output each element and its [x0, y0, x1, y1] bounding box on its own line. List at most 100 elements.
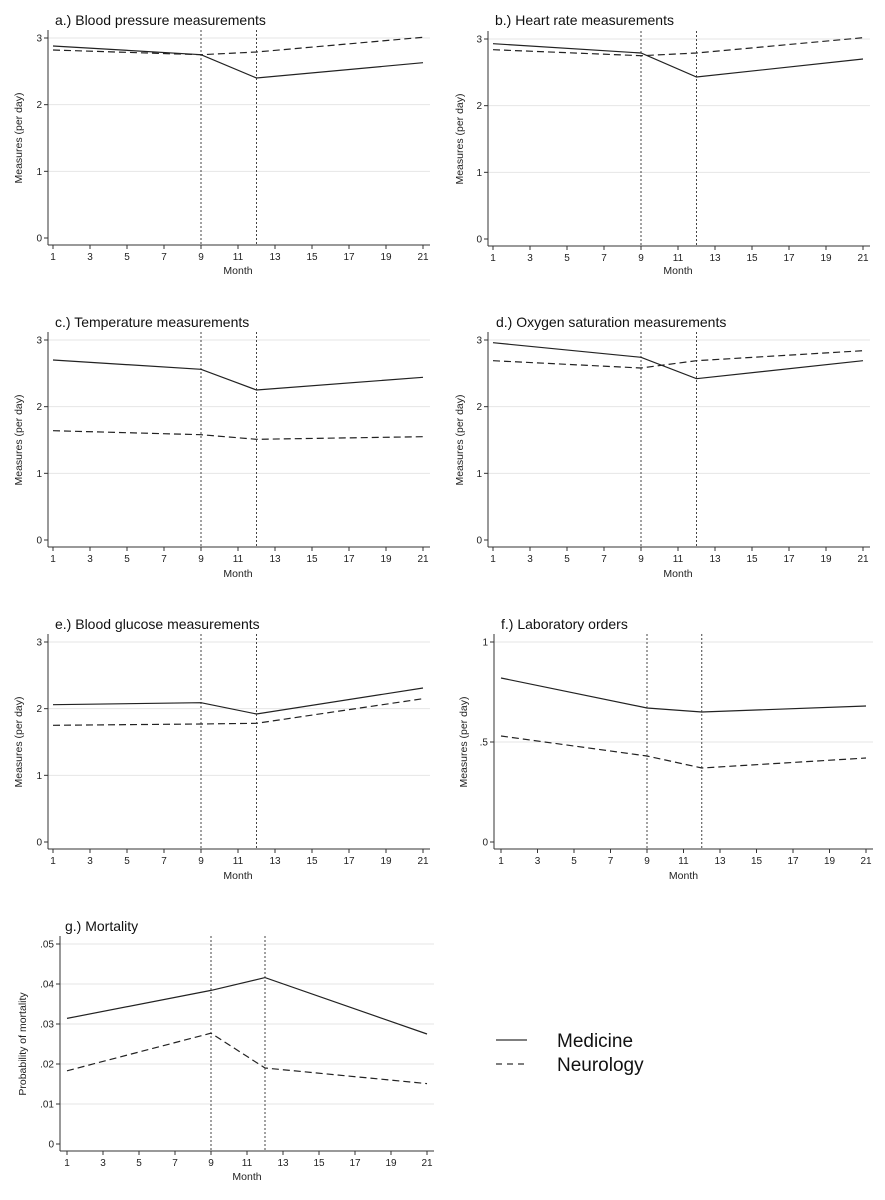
x-tick-label: 15	[751, 856, 763, 867]
series-medicine	[492, 43, 864, 78]
x-tick-label: 5	[564, 253, 570, 264]
x-tick-label: 3	[535, 856, 541, 867]
x-tick-label: 19	[824, 856, 836, 867]
panel-title: f.) Laboratory orders	[501, 616, 628, 632]
x-tick-label: 3	[100, 1158, 106, 1169]
x-tick-label: 7	[161, 252, 167, 263]
series-neurology	[500, 735, 867, 769]
y-tick-label: .05	[40, 940, 54, 951]
x-tick-label: 13	[269, 252, 281, 263]
x-tick-label: 13	[714, 856, 726, 867]
x-tick-label: 11	[233, 856, 244, 867]
x-tick-label: 1	[50, 856, 56, 867]
x-tick-label: 5	[124, 252, 130, 263]
x-tick-label: 21	[857, 253, 869, 264]
x-tick-label: 21	[417, 856, 429, 867]
x-tick-label: 17	[349, 1158, 361, 1169]
y-tick-label: 3	[476, 336, 482, 347]
x-axis-label: Month	[223, 568, 252, 580]
x-tick-label: 1	[50, 554, 56, 565]
x-axis-label: Month	[223, 870, 252, 882]
panel-title: e.) Blood glucose measurements	[55, 616, 260, 632]
x-tick-label: 7	[161, 856, 167, 867]
series-medicine	[500, 677, 867, 713]
x-tick-label: 17	[343, 554, 355, 565]
y-tick-label: 0	[476, 235, 482, 246]
y-axis-label: Measures (per day)	[13, 92, 25, 183]
series-medicine	[52, 687, 424, 715]
x-tick-label: 9	[198, 554, 204, 565]
x-tick-label: 7	[608, 856, 614, 867]
x-tick-label: 21	[860, 856, 872, 867]
x-tick-label: 13	[709, 554, 721, 565]
series-medicine	[52, 359, 424, 391]
x-tick-label: 9	[644, 856, 650, 867]
series-neurology	[66, 1032, 428, 1085]
x-tick-label: 1	[490, 253, 496, 264]
x-tick-label: 17	[783, 554, 795, 565]
panel-title: g.) Mortality	[65, 918, 138, 934]
series-neurology	[52, 698, 424, 726]
x-tick-label: 19	[380, 554, 392, 565]
y-tick-label: 2	[36, 100, 42, 111]
panel-title: d.) Oxygen saturation measurements	[496, 314, 726, 330]
x-axis-label: Month	[232, 1171, 261, 1183]
x-tick-label: 1	[50, 252, 56, 263]
x-tick-label: 17	[343, 856, 355, 867]
y-axis-label: Measures (per day)	[454, 394, 466, 485]
y-tick-label: .03	[40, 1020, 54, 1031]
x-tick-label: 9	[198, 856, 204, 867]
y-tick-label: 2	[476, 402, 482, 413]
x-tick-label: 3	[527, 253, 533, 264]
y-tick-label: 1	[36, 469, 42, 480]
y-tick-label: 3	[36, 638, 42, 649]
x-tick-label: 17	[343, 252, 355, 263]
x-tick-label: 3	[87, 252, 93, 263]
x-tick-label: 3	[87, 554, 93, 565]
x-tick-label: 13	[269, 554, 281, 565]
y-tick-label: 1	[482, 638, 488, 649]
x-tick-label: 19	[385, 1158, 397, 1169]
x-tick-label: 21	[857, 554, 869, 565]
x-tick-label: 21	[417, 252, 429, 263]
panel-g: 0.01.02.03.04.051 3 5 7 9 11 13 15 17 19 21g.) Mor…	[17, 918, 434, 1183]
x-axis-label: Month	[663, 568, 692, 580]
x-tick-label: 9	[208, 1158, 214, 1169]
legend-label-neurology: Neurology	[557, 1055, 644, 1076]
y-tick-label: .02	[40, 1060, 54, 1071]
panel-title: a.) Blood pressure measurements	[55, 12, 266, 28]
x-tick-label: 15	[306, 554, 318, 565]
y-tick-label: 0	[36, 536, 42, 547]
x-tick-label: 17	[787, 856, 799, 867]
x-tick-label: 3	[87, 856, 93, 867]
legend-label-medicine: Medicine	[557, 1031, 633, 1052]
legend: Medicine Neurology	[496, 1031, 644, 1076]
x-tick-label: 5	[124, 856, 130, 867]
x-tick-label: 7	[172, 1158, 178, 1169]
x-tick-label: 19	[380, 856, 392, 867]
panel-title: c.) Temperature measurements	[55, 314, 249, 330]
y-axis-label: Measures (per day)	[13, 696, 25, 787]
x-tick-label: 11	[673, 253, 684, 264]
x-axis-label: Month	[223, 265, 252, 277]
x-tick-label: 5	[571, 856, 577, 867]
x-tick-label: 5	[564, 554, 570, 565]
y-tick-label: 3	[476, 35, 482, 46]
panel-f: 0.511 3 5 7 9 11 13 15 17 19 21f.) Laboratory orde…	[458, 616, 873, 882]
y-tick-label: 2	[36, 402, 42, 413]
series-neurology	[52, 36, 424, 56]
x-tick-label: 15	[313, 1158, 325, 1169]
y-axis-label: Measures (per day)	[454, 93, 466, 184]
series-medicine	[52, 45, 424, 79]
y-tick-label: 1	[476, 469, 482, 480]
y-tick-label: 0	[476, 536, 482, 547]
x-tick-label: 13	[269, 856, 281, 867]
series-neurology	[492, 37, 864, 57]
x-axis-label: Month	[663, 265, 692, 277]
x-tick-label: 15	[746, 253, 758, 264]
